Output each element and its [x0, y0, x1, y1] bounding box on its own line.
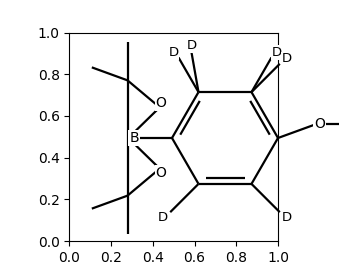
Text: O: O: [155, 166, 166, 180]
Text: D: D: [158, 211, 168, 224]
Text: B: B: [129, 131, 139, 145]
Text: D: D: [186, 39, 197, 52]
Text: D: D: [272, 46, 282, 59]
Text: D: D: [282, 52, 292, 65]
Text: D: D: [282, 211, 292, 224]
Text: O: O: [314, 117, 325, 131]
Text: O: O: [155, 96, 166, 110]
Text: D: D: [168, 46, 179, 59]
